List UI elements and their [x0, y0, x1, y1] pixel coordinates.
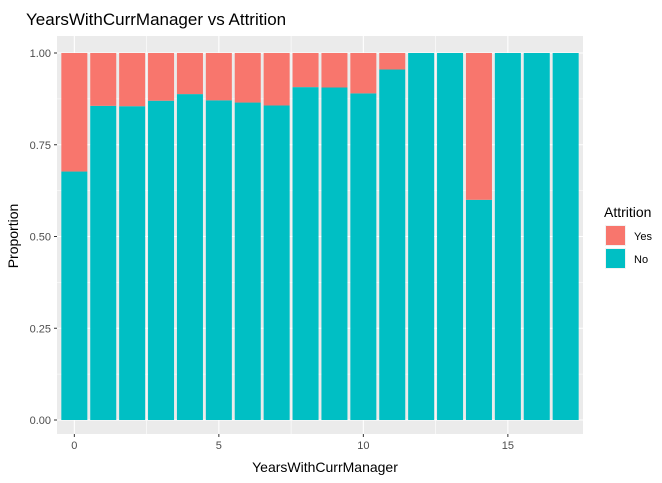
legend-title: Attrition — [604, 204, 651, 220]
bar-no — [119, 106, 146, 420]
bar-no — [176, 94, 203, 420]
bar-yes — [292, 53, 319, 88]
bar-no — [465, 199, 492, 420]
bar-yes — [263, 53, 290, 106]
bar-no — [552, 53, 579, 420]
legend: Attrition Yes No — [604, 204, 652, 269]
bar-yes — [234, 53, 261, 103]
legend-entries: Yes No — [605, 225, 652, 269]
y-tick-label: 0.75 — [30, 140, 51, 152]
bar-no — [408, 53, 435, 420]
bar-no — [437, 53, 464, 420]
x-axis-label: YearsWithCurrManager — [252, 459, 398, 475]
x-tick-label: 15 — [502, 440, 514, 452]
bar-no — [234, 102, 261, 421]
bar-no — [523, 53, 550, 420]
bar-yes — [205, 53, 232, 101]
x-tick-label: 10 — [357, 440, 369, 452]
bar-yes — [176, 53, 203, 95]
x-tick-label: 0 — [71, 440, 77, 452]
bar-yes — [119, 53, 146, 107]
bar-no — [494, 53, 521, 420]
bar-no — [205, 100, 232, 420]
bar-no — [90, 105, 117, 421]
bars — [61, 53, 579, 421]
x-tick-label: 5 — [216, 440, 222, 452]
bar-no — [61, 171, 88, 420]
legend-swatch — [606, 226, 625, 245]
y-axis: 0.00 0.25 0.50 0.75 1.00 — [30, 48, 57, 427]
bar-no — [263, 105, 290, 420]
bar-no — [292, 87, 319, 421]
bar-yes — [321, 53, 348, 88]
y-axis-label: Proportion — [5, 204, 21, 269]
y-tick-label: 0.00 — [30, 415, 51, 427]
y-tick-label: 1.00 — [30, 48, 51, 60]
bar-no — [148, 100, 175, 421]
legend-swatch — [606, 249, 625, 268]
bar-no — [379, 69, 406, 420]
bar-no — [321, 87, 348, 421]
y-tick-label: 0.50 — [30, 232, 51, 244]
bar-yes — [61, 53, 88, 172]
chart-title: YearsWithCurrManager vs Attrition — [26, 10, 286, 29]
bar-yes — [148, 53, 175, 101]
x-axis: 0 5 10 15 — [71, 434, 514, 452]
legend-label: Yes — [634, 231, 652, 243]
bar-yes — [465, 53, 492, 200]
y-tick-label: 0.25 — [30, 323, 51, 335]
legend-label: No — [634, 254, 648, 266]
bar-yes — [379, 53, 406, 70]
bar-yes — [90, 53, 117, 106]
bar-yes — [350, 53, 377, 94]
bar-no — [350, 93, 377, 421]
